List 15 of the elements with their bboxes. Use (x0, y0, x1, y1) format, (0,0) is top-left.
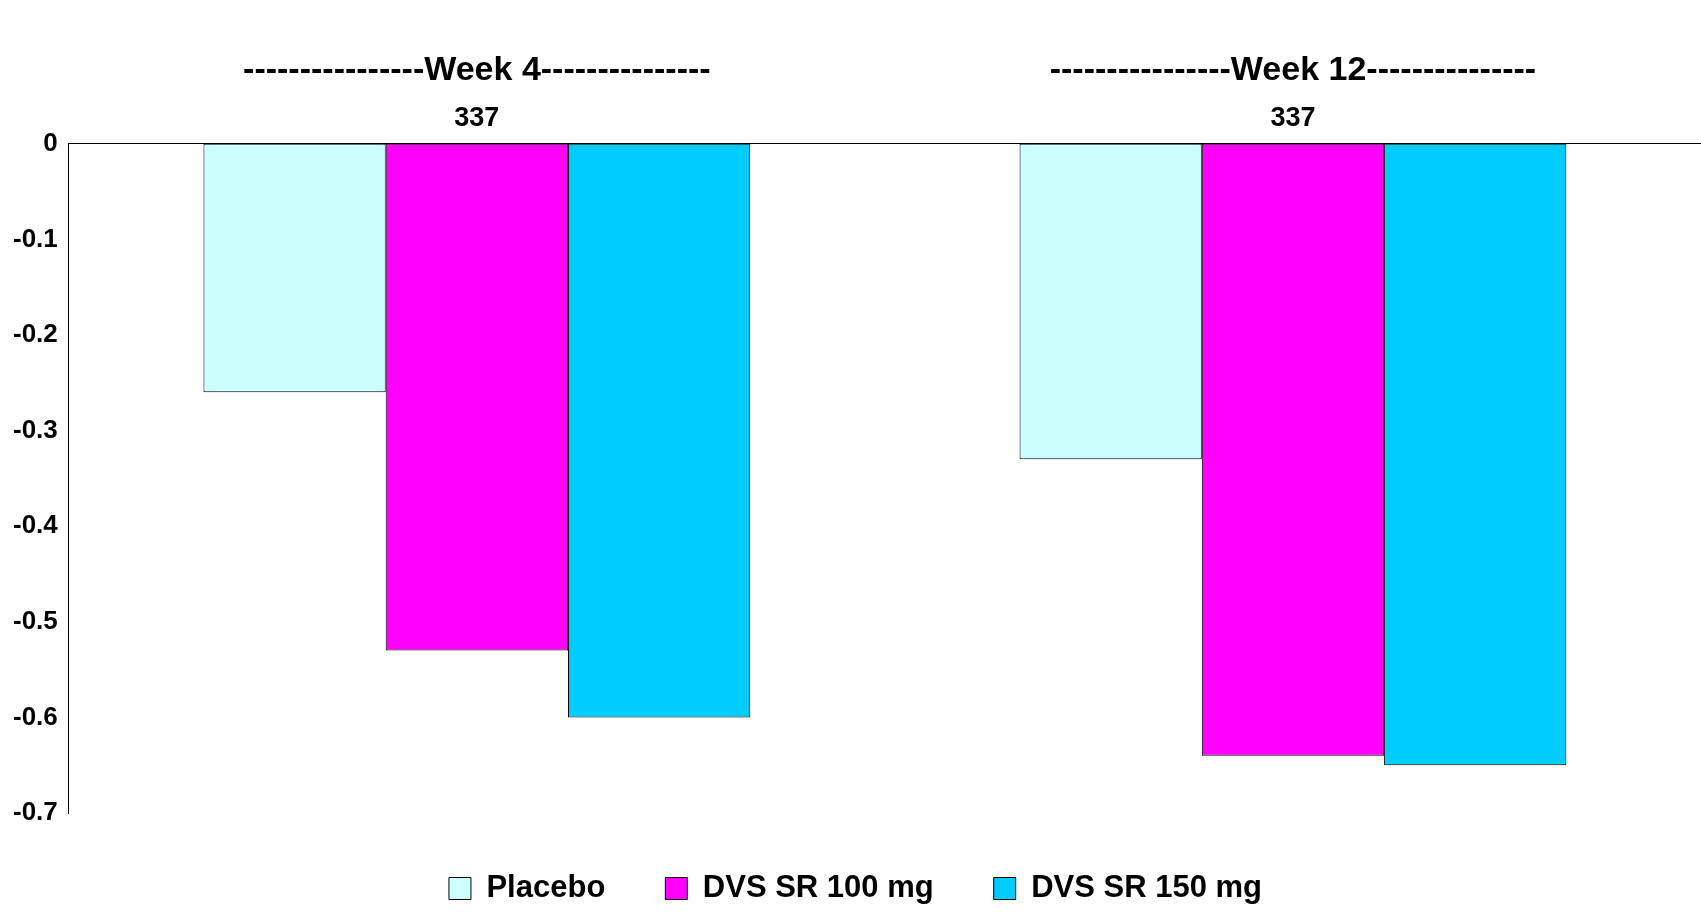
legend-label: DVS SR 150 mg (1031, 869, 1263, 905)
legend-label: Placebo (486, 869, 606, 905)
text: 337 (454, 101, 500, 132)
y-tick-label: -0.1 (12, 222, 58, 253)
y-tick-label: -0.4 (12, 509, 59, 540)
y-tick-label: -0.6 (12, 700, 58, 731)
y-tick-label: -0.5 (12, 604, 58, 635)
y-tick-label: -0.7 (12, 796, 58, 827)
y-tick-label: -0.3 (12, 413, 58, 444)
text: 337 (1270, 101, 1316, 132)
y-tick-label: 0 (43, 126, 58, 157)
x-tick-label: ----------------Week 4--------------- (243, 48, 711, 87)
legend-label: DVS SR 100 mg (702, 869, 934, 905)
x-tick-label: ----------------Week 12--------------- (1049, 48, 1537, 87)
y-tick-label: -0.2 (12, 318, 58, 349)
